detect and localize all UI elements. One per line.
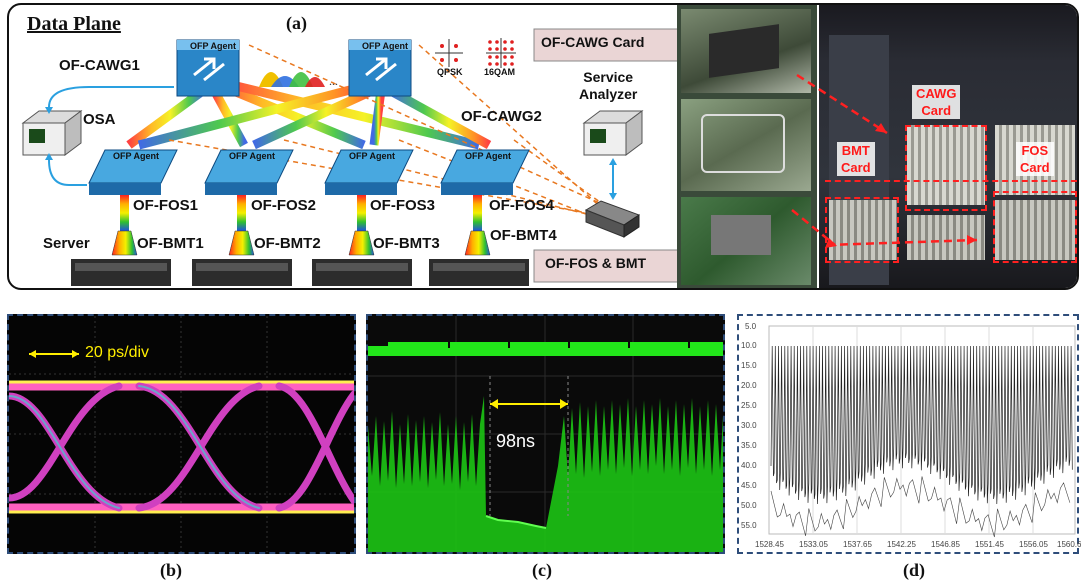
spectrum-icon: ... (259, 72, 338, 88)
fos2-label: OF-FOS2 (251, 197, 317, 214)
x-tick: 1556.05 (1019, 540, 1048, 549)
y-tick: 25.0 (741, 401, 757, 410)
fos-bmt-links (120, 195, 482, 231)
fos2-agent-label: OFP Agent (229, 151, 276, 161)
card-pointer-arrows (791, 73, 978, 248)
fos3-label: OF-FOS3 (370, 197, 436, 214)
qam16-constellation-icon (486, 38, 516, 68)
cawg-fos-links (126, 78, 492, 150)
bmt-card-photo-label: BMT Card (837, 142, 875, 176)
x-tick: 1546.85 (931, 540, 960, 549)
osa-link-bottom (48, 159, 87, 186)
fos4-switch-icon (440, 149, 530, 195)
data-plane-title: Data Plane (27, 13, 121, 35)
fos4-label: OF-FOS4 (489, 197, 555, 214)
osa-label: OSA (83, 111, 116, 128)
x-tick: 1542.25 (887, 540, 916, 549)
y-tick: 50.0 (741, 501, 757, 510)
bmt-prism-icons (111, 230, 491, 256)
y-tick: 15.0 (741, 361, 757, 370)
bmt2-label: OF-BMT2 (254, 235, 321, 252)
fos3-agent-label: OFP Agent (349, 151, 396, 161)
x-tick: 1551.45 (975, 540, 1004, 549)
fos3-switch-icon (324, 149, 414, 195)
y-tick: 20.0 (741, 381, 757, 390)
service-analyzer-icon (582, 110, 644, 156)
eye-scale-label: 20 ps/div (85, 344, 150, 361)
topology-diagram: ... (21, 28, 700, 286)
server-label: Server (43, 235, 90, 252)
osa-link-top (48, 86, 174, 108)
eye-diagram-plot (9, 316, 354, 552)
qam16-label: 16QAM (484, 67, 516, 77)
caption-b: (b) (160, 560, 182, 580)
traffic-tester-icon (584, 200, 641, 238)
caption-c: (c) (532, 560, 552, 580)
y-tick: 5.0 (745, 322, 757, 331)
y-axis-ticks: 5.0 10.0 15.0 20.0 25.0 30.0 35.0 40.0 4… (739, 316, 769, 546)
bmt4-label: OF-BMT4 (490, 227, 557, 244)
panel-c-scope-trace: 98ns (366, 314, 725, 554)
cawg-card-photo (681, 9, 811, 93)
cawg2-label: OF-CAWG2 (461, 108, 542, 125)
bmt1-label: OF-BMT1 (137, 235, 204, 252)
fos-card-photo (681, 99, 811, 191)
qpsk-label: QPSK (437, 67, 463, 77)
fos2-switch-icon (204, 149, 294, 195)
cawg1-switch-icon (176, 39, 240, 97)
cawg-card-highlight (905, 125, 987, 211)
cawg-card-photo-label: CAWG Card (912, 85, 961, 119)
x-tick: 1537.65 (843, 540, 872, 549)
cawg1-agent-label: OFP Agent (190, 41, 237, 51)
fos1-agent-label: OFP Agent (113, 151, 160, 161)
x-tick: 1528.45 (755, 540, 784, 549)
spectrum-noise-floor (770, 476, 1071, 538)
y-tick: 45.0 (741, 481, 757, 490)
bmt3-label: OF-BMT3 (373, 235, 440, 252)
spectrum-trace (770, 345, 1073, 505)
panel-b-eye-diagram: 20 ps/div (7, 314, 356, 554)
server-icons (71, 259, 529, 286)
y-tick: 30.0 (741, 421, 757, 430)
switching-time-plot (368, 316, 723, 552)
bmt-card-highlight (825, 197, 899, 263)
y-tick: 10.0 (741, 341, 757, 350)
cawg2-switch-icon (348, 39, 412, 97)
cawg2-agent-label: OFP Agent (362, 41, 409, 51)
panel-d-spectrum: 5.0 10.0 15.0 20.0 25.0 30.0 35.0 40.0 4… (737, 314, 1081, 554)
fos-card-highlight (993, 191, 1077, 263)
bmt-card-photo (681, 197, 811, 285)
panel-a-data-plane: ... (7, 3, 1079, 290)
svg-text:...: ... (329, 74, 338, 88)
spectrum-plot (768, 325, 1076, 538)
fos1-switch-icon (88, 149, 178, 195)
cawg1-label: OF-CAWG1 (59, 57, 140, 74)
caption-d: (d) (903, 560, 925, 580)
x-tick: 1533.05 (799, 540, 828, 549)
y-tick: 35.0 (741, 441, 757, 450)
fos-card-photo-label: FOS Card (1016, 142, 1054, 176)
fos-bmt-arrow-label: OF-FOS & BMT (545, 255, 647, 271)
qpsk-constellation-icon (435, 39, 463, 67)
fos4-agent-label: OFP Agent (465, 151, 512, 161)
switch-time-label: 98ns (496, 431, 536, 451)
caption-a: (a) (286, 13, 307, 33)
card-photos (677, 5, 817, 288)
osa-device-icon (21, 110, 83, 156)
x-tick: 1560.6 (1057, 540, 1081, 549)
service-analyzer-label: Service Analyzer (579, 69, 638, 102)
fos1-label: OF-FOS1 (133, 197, 199, 214)
y-tick: 40.0 (741, 461, 757, 470)
y-tick: 55.0 (741, 521, 757, 530)
cawg-card-arrow-label: OF-CAWG Card (541, 34, 645, 50)
